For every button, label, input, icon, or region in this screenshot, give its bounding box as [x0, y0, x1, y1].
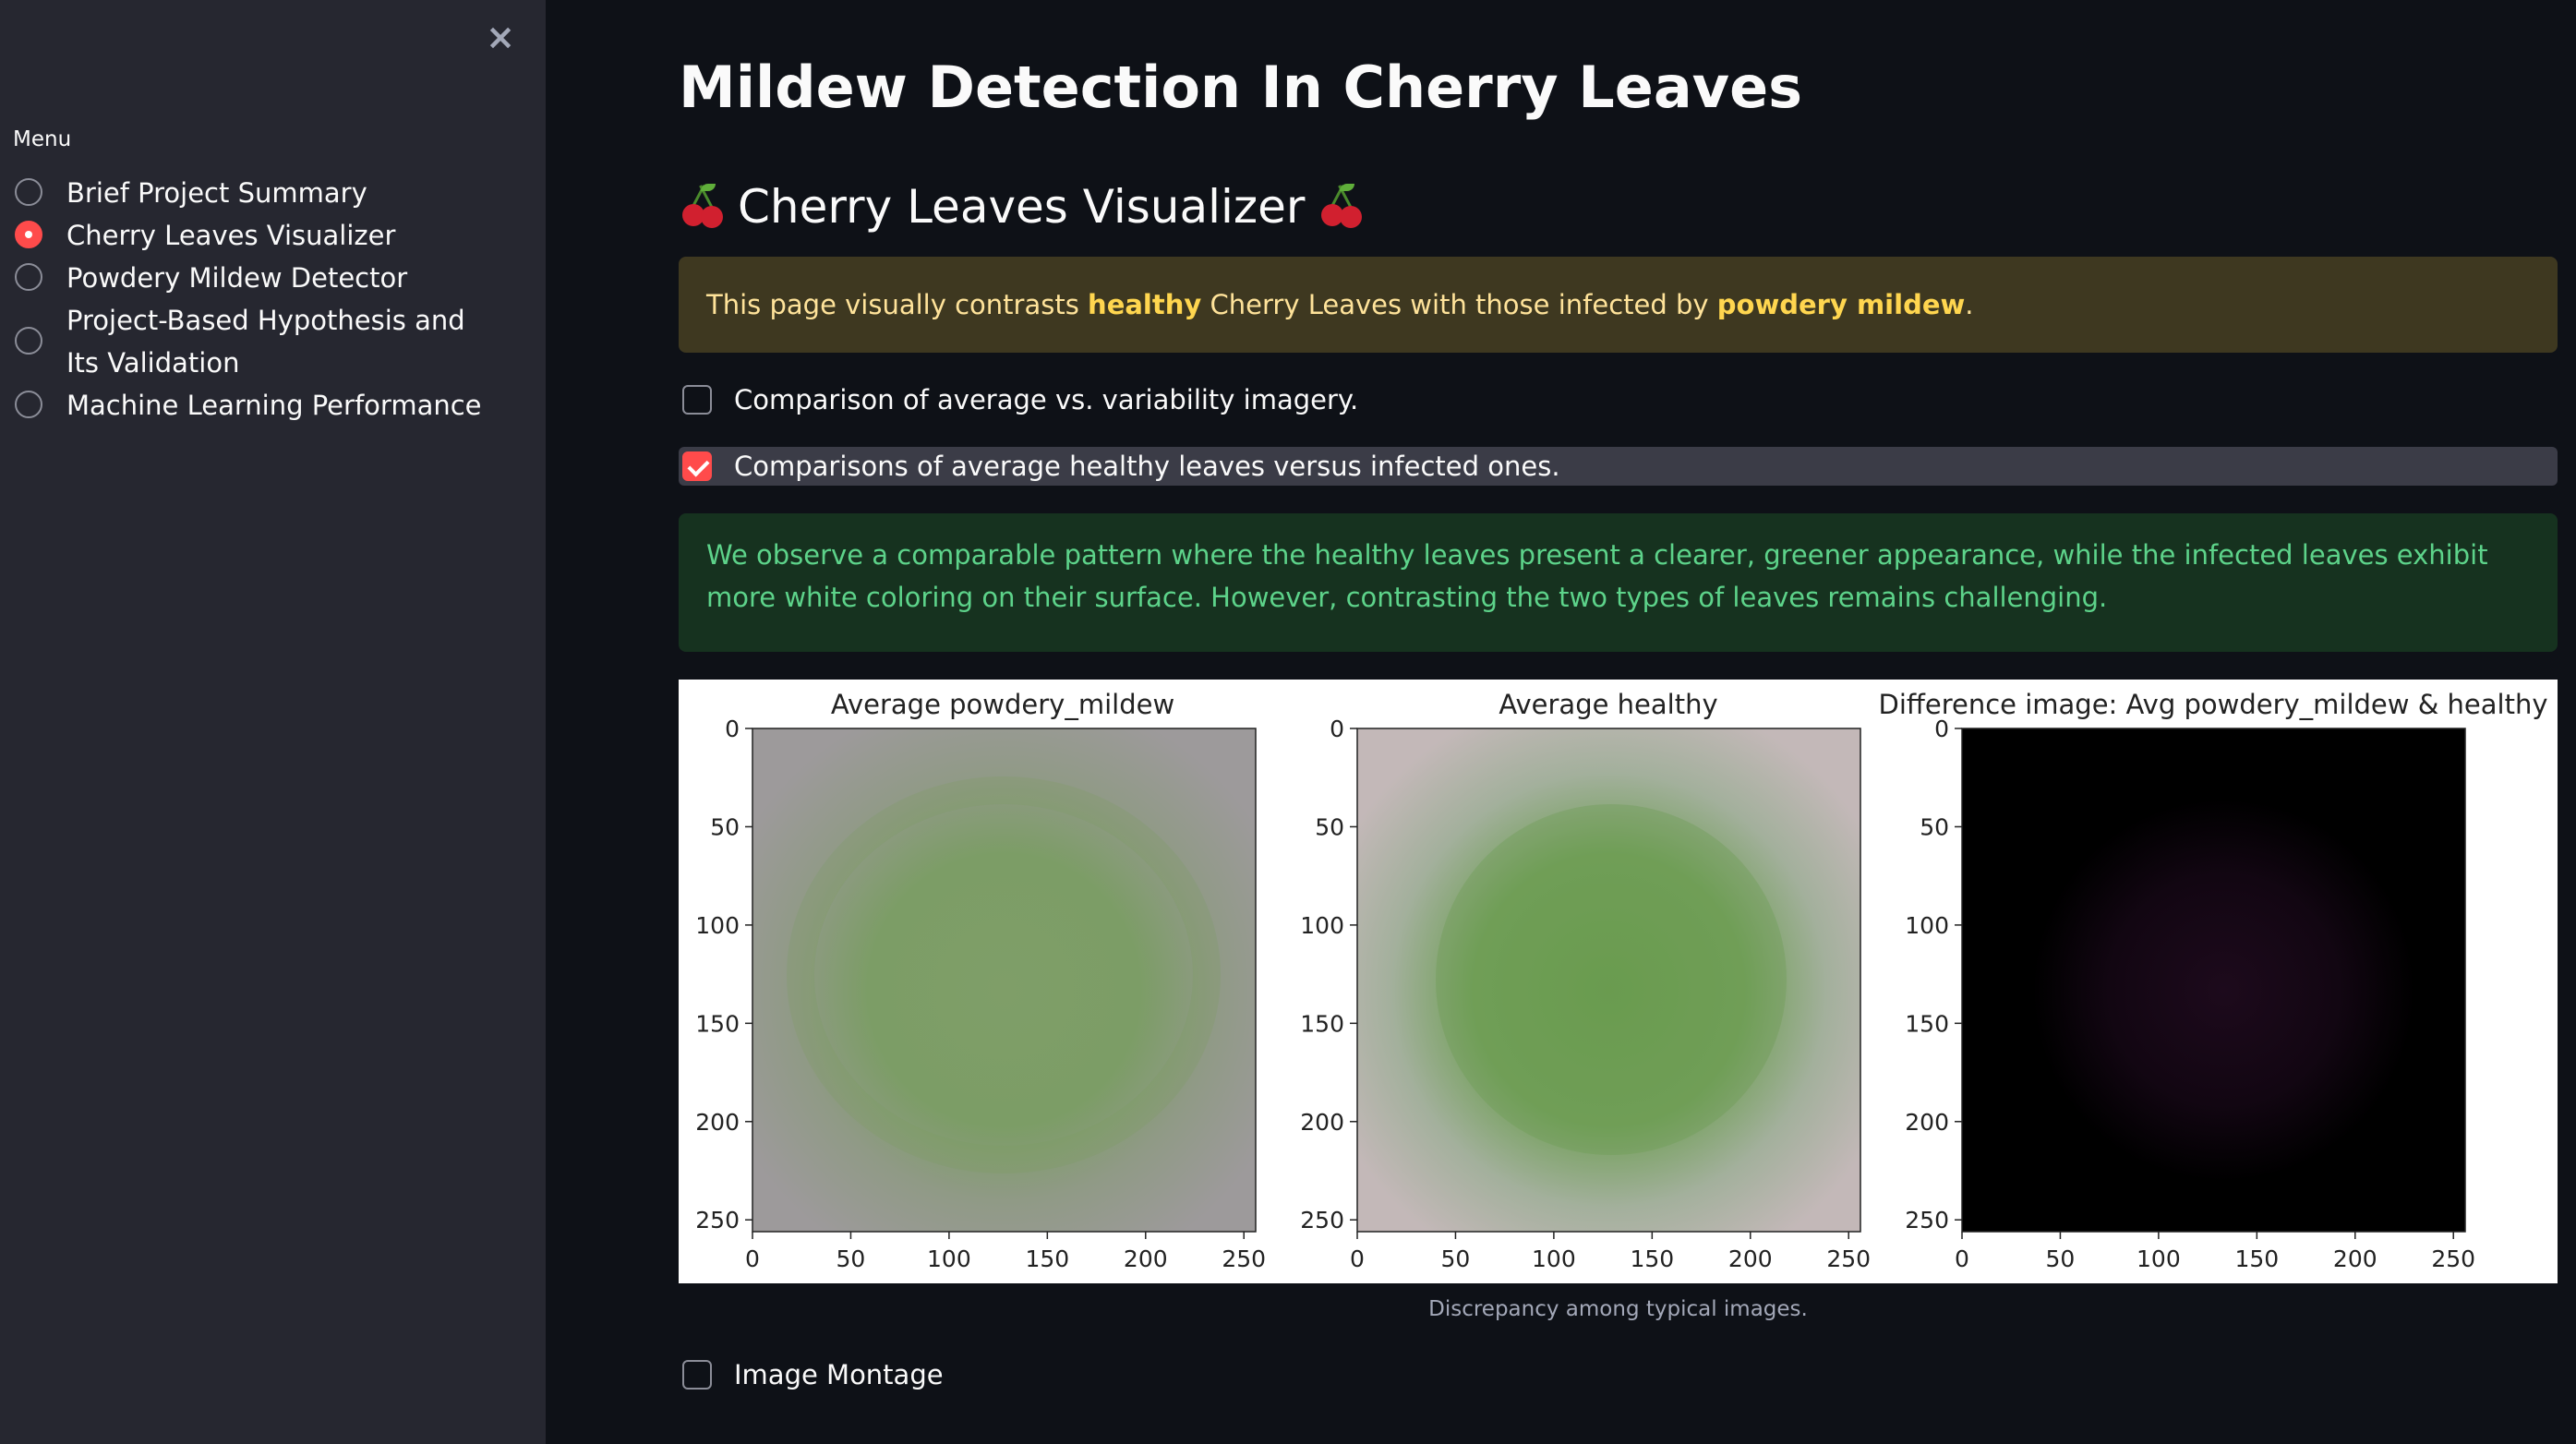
checkbox-label: Comparison of average vs. variability im…: [734, 384, 1359, 415]
x-tick-label: 200: [2333, 1245, 2377, 1272]
x-tick-label: 200: [1124, 1245, 1168, 1272]
x-tick-label: 200: [1728, 1245, 1773, 1272]
y-tick-label: 200: [1905, 1109, 1949, 1136]
radio-label: Cherry Leaves Visualizer: [66, 220, 396, 251]
checkbox-label: Comparisons of average healthy leaves ve…: [734, 451, 1560, 482]
y-tick-label: 0: [1934, 716, 1949, 742]
success-box: We observe a comparable pattern where th…: [679, 513, 2558, 652]
radio-brief-project-summary[interactable]: Brief Project Summary: [15, 172, 500, 214]
checkbox-image-montage[interactable]: Image Montage: [679, 1355, 2558, 1394]
panel-difference-image: Difference image: Avg powdery_mildew & h…: [1878, 689, 2547, 1272]
close-icon[interactable]: ×: [486, 17, 515, 57]
checkbox[interactable]: [682, 1360, 712, 1390]
subheader: Cherry Leaves Visualizer: [679, 180, 1364, 234]
page-title: Mildew Detection In Cherry Leaves: [679, 54, 1803, 121]
healthy-average-image: [1356, 728, 1861, 1233]
y-tick-label: 200: [1300, 1109, 1344, 1136]
radio-cherry-leaves-visualizer[interactable]: Cherry Leaves Visualizer: [15, 214, 500, 257]
radio-button-selected[interactable]: [15, 221, 42, 248]
y-tick-label: 150: [1300, 1010, 1344, 1037]
radio-label: Brief Project Summary: [66, 177, 367, 209]
y-tick-label: 200: [695, 1109, 740, 1136]
y-tick-label: 50: [710, 813, 740, 840]
x-tick-label: 100: [2137, 1245, 2181, 1272]
y-tick-label: 250: [695, 1207, 740, 1233]
radio-label: Machine Learning Performance: [66, 390, 482, 421]
x-tick-label: 50: [2046, 1245, 2076, 1272]
sidebar: × Menu Brief Project Summary Cherry Leav…: [0, 0, 546, 1444]
x-tick-label: 150: [1630, 1245, 1674, 1272]
radio-label: Project-Based Hypothesis and Its Validat…: [66, 305, 465, 379]
comparison-figure: Average powdery_mildew 0 50 100 150 200 250 0…: [679, 680, 2558, 1283]
x-tick-label: 250: [1826, 1245, 1871, 1272]
radio-project-hypothesis[interactable]: Project-Based Hypothesis and Its Validat…: [15, 299, 500, 384]
x-tick-label: 250: [2431, 1245, 2475, 1272]
x-tick-label: 150: [2234, 1245, 2279, 1272]
x-tick-label: 0: [1350, 1245, 1365, 1272]
radio-button[interactable]: [15, 178, 42, 206]
y-tick-label: 150: [1905, 1010, 1949, 1037]
mildew-average-image: [752, 728, 1257, 1233]
x-tick-label: 250: [1222, 1245, 1266, 1272]
y-tick-label: 250: [1300, 1207, 1344, 1233]
y-tick-label: 100: [1905, 912, 1949, 939]
info-warning-box: This page visually contrasts healthy Che…: [679, 257, 2558, 353]
figure-caption: Discrepancy among typical images.: [1428, 1297, 1808, 1321]
checkbox-average-healthy-vs-infected[interactable]: Comparisons of average healthy leaves ve…: [679, 447, 2558, 486]
panel-average-healthy: Average healthy 0 50 100 150 200 250 0 50 100 15…: [1300, 689, 1871, 1272]
checkbox-average-variability[interactable]: Comparison of average vs. variability im…: [679, 380, 2558, 419]
warning-bold-mildew: powdery mildew: [1716, 289, 1966, 320]
radio-powdery-mildew-detector[interactable]: Powdery Mildew Detector: [15, 257, 500, 299]
x-tick-label: 100: [927, 1245, 971, 1272]
checkbox-label: Image Montage: [734, 1359, 944, 1390]
warning-bold-healthy: healthy: [1088, 289, 1202, 320]
menu-label: Menu: [13, 127, 72, 151]
x-tick-label: 0: [1955, 1245, 1969, 1272]
y-tick-label: 0: [725, 716, 740, 742]
panel-title: Average powdery_mildew: [831, 689, 1174, 720]
x-tick-label: 50: [1441, 1245, 1471, 1272]
y-tick-label: 0: [1330, 716, 1344, 742]
y-tick-label: 150: [695, 1010, 740, 1037]
cherry-icon: [1318, 184, 1364, 230]
radio-button[interactable]: [15, 391, 42, 418]
checkbox[interactable]: [682, 385, 712, 415]
cherry-icon: [679, 184, 725, 230]
panel-average-powdery-mildew: Average powdery_mildew 0 50 100 150 200 250 0…: [695, 689, 1266, 1272]
radio-button[interactable]: [15, 263, 42, 291]
x-tick-label: 100: [1532, 1245, 1576, 1272]
radio-ml-performance[interactable]: Machine Learning Performance: [15, 384, 500, 427]
y-tick-label: 50: [1920, 813, 1949, 840]
panel-title: Difference image: Avg powdery_mildew & h…: [1878, 689, 2547, 720]
y-tick-label: 250: [1905, 1207, 1949, 1233]
x-tick-label: 0: [745, 1245, 760, 1272]
difference-image: [1961, 728, 2466, 1233]
x-tick-label: 50: [837, 1245, 866, 1272]
radio-label: Powdery Mildew Detector: [66, 262, 408, 294]
y-tick-label: 100: [1300, 912, 1344, 939]
warning-text-post: .: [1965, 289, 1974, 320]
warning-text-pre: This page visually contrasts: [706, 289, 1089, 320]
y-tick-label: 50: [1315, 813, 1344, 840]
radio-button[interactable]: [15, 327, 42, 355]
checkbox-checked[interactable]: [682, 451, 712, 481]
panel-title: Average healthy: [1499, 689, 1717, 720]
y-tick-label: 100: [695, 912, 740, 939]
warning-text-mid: Cherry Leaves with those infected by: [1201, 289, 1717, 320]
x-tick-label: 150: [1025, 1245, 1069, 1272]
subheader-text: Cherry Leaves Visualizer: [738, 180, 1306, 234]
